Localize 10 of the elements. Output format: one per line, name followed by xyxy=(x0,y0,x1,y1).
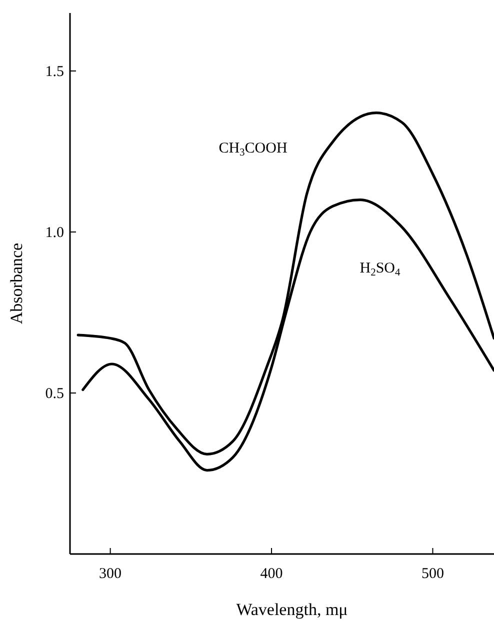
y-tick-label: 0.5 xyxy=(45,386,64,402)
series-label: H$_{2}$SO$_{4}$ xyxy=(360,260,402,278)
x-axis-title: Wavelength, mμ xyxy=(236,600,348,619)
x-tick-label: 300 xyxy=(99,566,122,582)
x-tick-label: 400 xyxy=(260,566,283,582)
y-axis-title: Absorbance xyxy=(7,242,26,324)
y-tick-label: 1.0 xyxy=(45,225,64,242)
y-tick-label: 1.5 xyxy=(45,64,64,80)
x-tick-label: 500 xyxy=(421,566,444,582)
text: CH$_{3}$COOH xyxy=(218,140,288,158)
